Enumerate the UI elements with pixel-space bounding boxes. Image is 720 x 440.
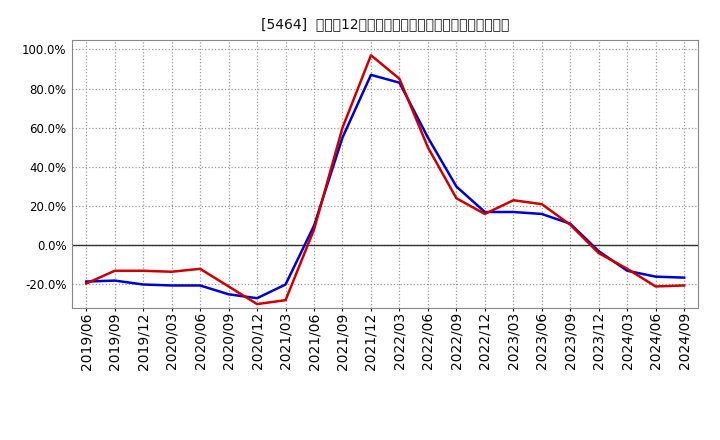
当期純利益 xyxy=(623,266,631,271)
経常利益 xyxy=(652,274,660,279)
経常利益 xyxy=(110,278,119,283)
当期純利益 xyxy=(452,196,461,201)
経常利益 xyxy=(452,184,461,189)
当期純利益 xyxy=(167,269,176,275)
経常利益 xyxy=(196,283,204,288)
経常利益 xyxy=(395,80,404,85)
当期純利益 xyxy=(338,125,347,130)
経常利益 xyxy=(282,282,290,287)
経常利益 xyxy=(82,279,91,284)
経常利益 xyxy=(623,268,631,273)
当期純利益 xyxy=(680,283,688,288)
当期純利益 xyxy=(537,202,546,207)
当期純利益 xyxy=(366,53,375,58)
経常利益 xyxy=(366,72,375,77)
経常利益 xyxy=(225,292,233,297)
当期純利益 xyxy=(82,281,91,286)
当期純利益 xyxy=(310,227,318,232)
Line: 経常利益: 経常利益 xyxy=(86,75,684,298)
経常利益 xyxy=(253,296,261,301)
経常利益 xyxy=(595,249,603,254)
当期純利益 xyxy=(423,145,432,150)
当期純利益 xyxy=(196,266,204,271)
経常利益 xyxy=(537,211,546,216)
経常利益 xyxy=(509,209,518,215)
経常利益 xyxy=(480,209,489,215)
経常利益 xyxy=(310,223,318,228)
Title: [5464]  利益の12か月移動合計の対前年同期増減率の推移: [5464] 利益の12か月移動合計の対前年同期増減率の推移 xyxy=(261,18,509,32)
当期純利益 xyxy=(595,250,603,256)
当期純利益 xyxy=(480,211,489,216)
経常利益 xyxy=(680,275,688,280)
当期純利益 xyxy=(110,268,119,273)
経常利益 xyxy=(167,283,176,288)
当期純利益 xyxy=(282,297,290,303)
当期純利益 xyxy=(225,284,233,289)
経常利益 xyxy=(423,135,432,140)
当期純利益 xyxy=(566,222,575,227)
当期純利益 xyxy=(509,198,518,203)
経常利益 xyxy=(139,282,148,287)
Line: 当期純利益: 当期純利益 xyxy=(86,55,684,304)
当期純利益 xyxy=(652,284,660,289)
当期純利益 xyxy=(395,76,404,81)
当期純利益 xyxy=(253,301,261,307)
経常利益 xyxy=(566,221,575,227)
当期純利益 xyxy=(139,268,148,273)
経常利益 xyxy=(338,135,347,140)
